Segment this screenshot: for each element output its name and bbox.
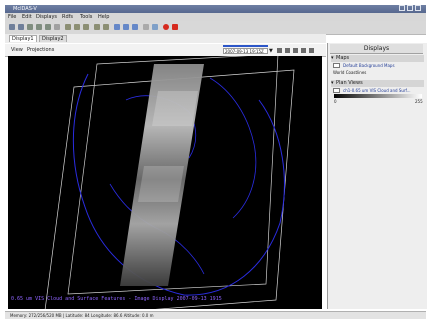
tab-display1[interactable]: Display1 [9,35,37,42]
collapse-icon[interactable]: ▾ [331,55,334,61]
menu-help[interactable]: Help [98,14,110,20]
maps-visibility-checkbox[interactable] [333,63,340,68]
default-background-maps-link[interactable]: Default Background Maps [343,63,395,68]
display-tabs: Display1 Display2 [5,34,326,43]
maps-section-title: Maps [336,55,350,61]
plan-views-section-title: Plan Views [336,80,363,86]
view-menu[interactable]: View [11,47,23,53]
open-icon[interactable] [18,24,24,30]
status-bar: Memory: 272/256/520 MB | Latitude: 84 Lo… [5,311,426,319]
toolbar [5,21,426,35]
status-text: Memory: 272/256/520 MB | Latitude: 84 Lo… [10,313,154,318]
menu-rdfs[interactable]: Rdfs [62,14,74,20]
close-icon[interactable] [415,5,421,11]
animation-icon[interactable] [277,48,282,53]
time-dropdown-icon[interactable]: ▼ [269,48,273,54]
record-icon[interactable] [163,24,169,30]
pan-icon[interactable] [123,24,129,30]
menu-edit[interactable]: Edit [22,14,32,20]
copy-icon[interactable] [45,24,51,30]
displays-panel: Displays ▾ Maps Default Background Maps W… [327,43,427,309]
menu-bar: File Edit Displays Rdfs Tools Help [5,13,426,21]
globe-view[interactable] [8,56,322,309]
globe-icon[interactable] [152,24,158,30]
map-caption: 0.65 um VIS Cloud and Surface Features -… [11,296,222,302]
plan-views-section-header[interactable]: ▾ Plan Views [331,80,424,87]
menu-file[interactable]: File [8,14,17,20]
settings-icon[interactable] [309,48,314,53]
world-coastlines-label: World Coastlines [333,70,367,75]
step-back-icon[interactable] [285,48,290,53]
projections-menu[interactable]: Projections [27,47,55,53]
color-scale-min: 0 [334,99,337,104]
cloud-band [152,91,198,126]
data-source-icon[interactable] [65,24,71,30]
collapse-icon[interactable]: ▾ [331,80,334,86]
color-scale-max: 255 [415,99,423,104]
projection-box-inner-outline [67,56,279,295]
new-display-icon[interactable] [9,24,15,30]
displays-panel-header: Displays [330,44,423,54]
time-slider[interactable] [223,45,268,47]
layout-icon[interactable] [143,24,149,30]
time-icon[interactable] [103,24,109,30]
save-icon[interactable] [27,24,33,30]
map-display[interactable]: 0.65 um VIS Cloud and Surface Features -… [8,56,322,309]
step-forward-icon[interactable] [301,48,306,53]
refresh-icon[interactable] [94,24,100,30]
window-title: McIDAS-V [13,6,37,12]
tab-display2[interactable]: Display2 [39,35,67,42]
rotate-icon[interactable] [132,24,138,30]
window-title-bar: McIDAS-V [5,5,426,13]
satellite-swath [120,64,204,286]
cloud-band [138,166,184,202]
zoom-icon[interactable] [114,24,120,30]
color-scale-bar [334,94,422,98]
plan-view-visibility-checkbox[interactable] [333,88,340,93]
add-layer-icon[interactable] [74,24,80,30]
maps-section-header[interactable]: ▾ Maps [331,55,424,62]
time-select[interactable]: 2007-09-13 19:15Z [223,48,268,54]
stop-icon[interactable] [172,24,178,30]
play-icon[interactable] [293,48,298,53]
maximize-icon[interactable] [407,5,413,11]
menu-displays[interactable]: Displays [36,14,58,20]
bundle-icon[interactable] [36,24,42,30]
plan-view-layer-link[interactable]: ch1-0.65 um VIS Cloud and Surf... [343,88,411,93]
minimize-icon[interactable] [399,5,405,11]
projection-box-outline [44,69,295,309]
print-icon[interactable] [54,24,60,30]
menu-tools[interactable]: Tools [80,14,93,20]
remove-layer-icon[interactable] [83,24,89,30]
